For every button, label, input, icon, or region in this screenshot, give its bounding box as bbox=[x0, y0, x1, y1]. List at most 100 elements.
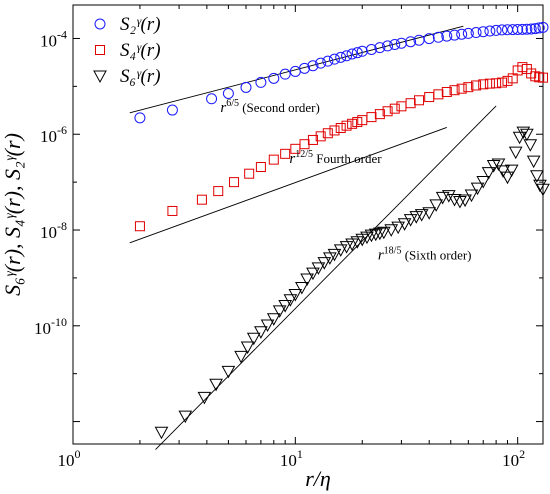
point-S4 bbox=[389, 103, 400, 114]
point-S6 bbox=[209, 378, 223, 392]
point-S6 bbox=[476, 176, 491, 189]
plot-frame bbox=[72, 4, 544, 445]
point-S6 bbox=[311, 262, 326, 275]
x-tick-label: 100 bbox=[58, 447, 81, 470]
legend-entry-S6: S₆ᵞ(r) bbox=[93, 66, 161, 87]
point-S2 bbox=[484, 25, 496, 37]
point-S2 bbox=[470, 27, 482, 39]
point-S6 bbox=[272, 305, 287, 318]
legend-marker-S6 bbox=[93, 70, 107, 84]
point-S6 bbox=[254, 326, 268, 339]
point-S4 bbox=[255, 162, 266, 173]
plot-frame-group bbox=[72, 4, 544, 445]
point-S6 bbox=[429, 199, 444, 212]
point-S4 bbox=[530, 71, 541, 82]
point-S2 bbox=[134, 112, 146, 124]
fit-label-S2: r6/5 (Second order) bbox=[220, 98, 319, 116]
fit-label-S4: r12/5 Fourth order bbox=[289, 149, 382, 167]
point-S2 bbox=[279, 68, 291, 80]
point-S2 bbox=[328, 53, 340, 65]
fit-line-S6 bbox=[155, 105, 497, 450]
point-S6 bbox=[481, 167, 496, 180]
point-S6 bbox=[221, 365, 236, 379]
fit-annotations-group: r6/5 (Second order) r12/5 Fourth order r18… bbox=[220, 98, 471, 264]
point-S6 bbox=[414, 209, 429, 222]
point-S4 bbox=[382, 106, 393, 117]
point-S2 bbox=[449, 29, 461, 41]
series-S4 bbox=[134, 62, 548, 232]
point-S6 bbox=[496, 165, 510, 178]
point-S2 bbox=[382, 40, 394, 52]
point-S6 bbox=[520, 128, 534, 142]
point-S6 bbox=[500, 171, 515, 185]
point-S6 bbox=[234, 350, 248, 364]
y-tick-label: 10-6 bbox=[40, 123, 67, 146]
point-S4 bbox=[463, 82, 474, 93]
point-S4 bbox=[335, 123, 346, 134]
point-S4 bbox=[196, 194, 207, 205]
point-S4 bbox=[167, 205, 178, 216]
point-S4 bbox=[347, 118, 358, 129]
point-S6 bbox=[283, 294, 298, 307]
point-S4 bbox=[374, 109, 385, 120]
point-S2 bbox=[432, 31, 444, 43]
y-tick-label: 10-10 bbox=[34, 315, 67, 338]
point-S6 bbox=[464, 189, 479, 203]
y-axis-label: S₆ᵞ(r), S₄ᵞ(r), S₂ᵞ(r) bbox=[0, 133, 25, 296]
point-S6 bbox=[403, 214, 418, 227]
point-S6 bbox=[339, 241, 354, 254]
fit-lines-group bbox=[129, 25, 497, 450]
point-S4 bbox=[405, 98, 416, 109]
legend-label-S6: S₆ᵞ(r) bbox=[120, 66, 161, 87]
point-S2 bbox=[240, 81, 252, 93]
point-S4 bbox=[433, 89, 444, 100]
point-S6 bbox=[458, 194, 472, 208]
point-S2 bbox=[496, 24, 508, 36]
point-S6 bbox=[197, 391, 212, 405]
point-S2 bbox=[423, 33, 435, 45]
point-S2 bbox=[307, 60, 319, 72]
point-S2 bbox=[206, 93, 218, 105]
point-S4 bbox=[414, 95, 425, 106]
point-S6 bbox=[526, 155, 541, 169]
fit-line-S4 bbox=[129, 126, 447, 244]
point-S6 bbox=[470, 182, 485, 196]
point-S6 bbox=[178, 410, 193, 424]
point-S6 bbox=[453, 195, 467, 209]
point-S4 bbox=[213, 186, 224, 197]
point-S2 bbox=[533, 22, 545, 34]
point-S6 bbox=[345, 238, 359, 252]
legend: S₂ᵞ(r) S₄ᵞ(r) S₆ᵞ(r) bbox=[93, 14, 161, 87]
point-S6 bbox=[409, 211, 424, 224]
point-S6 bbox=[523, 139, 538, 152]
point-S6 bbox=[447, 193, 462, 207]
point-S4 bbox=[502, 75, 513, 86]
point-S2 bbox=[512, 23, 524, 35]
point-S2 bbox=[346, 48, 358, 60]
point-S6 bbox=[266, 313, 281, 326]
point-S6 bbox=[384, 224, 399, 237]
point-S4 bbox=[491, 78, 502, 89]
point-S4 bbox=[244, 168, 255, 179]
point-S2 bbox=[255, 76, 267, 88]
legend-label-S2: S₂ᵞ(r) bbox=[120, 14, 161, 35]
point-S2 bbox=[521, 23, 533, 35]
point-S2 bbox=[289, 65, 301, 77]
fit-label-S6: r18/5 (Sixth order) bbox=[378, 246, 472, 264]
point-S2 bbox=[525, 23, 537, 35]
point-S2 bbox=[441, 30, 453, 42]
point-S2 bbox=[322, 55, 334, 67]
point-S6 bbox=[516, 126, 531, 140]
point-S6 bbox=[530, 170, 544, 183]
point-S4 bbox=[366, 112, 377, 123]
point-S6 bbox=[533, 179, 547, 193]
point-S6 bbox=[295, 282, 309, 295]
point-S6 bbox=[246, 332, 261, 346]
point-S2 bbox=[516, 23, 528, 35]
point-S6 bbox=[504, 164, 519, 178]
x-tick-label: 102 bbox=[502, 447, 525, 470]
legend-entry-S2: S₂ᵞ(r) bbox=[94, 14, 161, 35]
point-S2 bbox=[222, 87, 234, 99]
point-S4 bbox=[496, 77, 507, 88]
point-S6 bbox=[333, 244, 348, 257]
